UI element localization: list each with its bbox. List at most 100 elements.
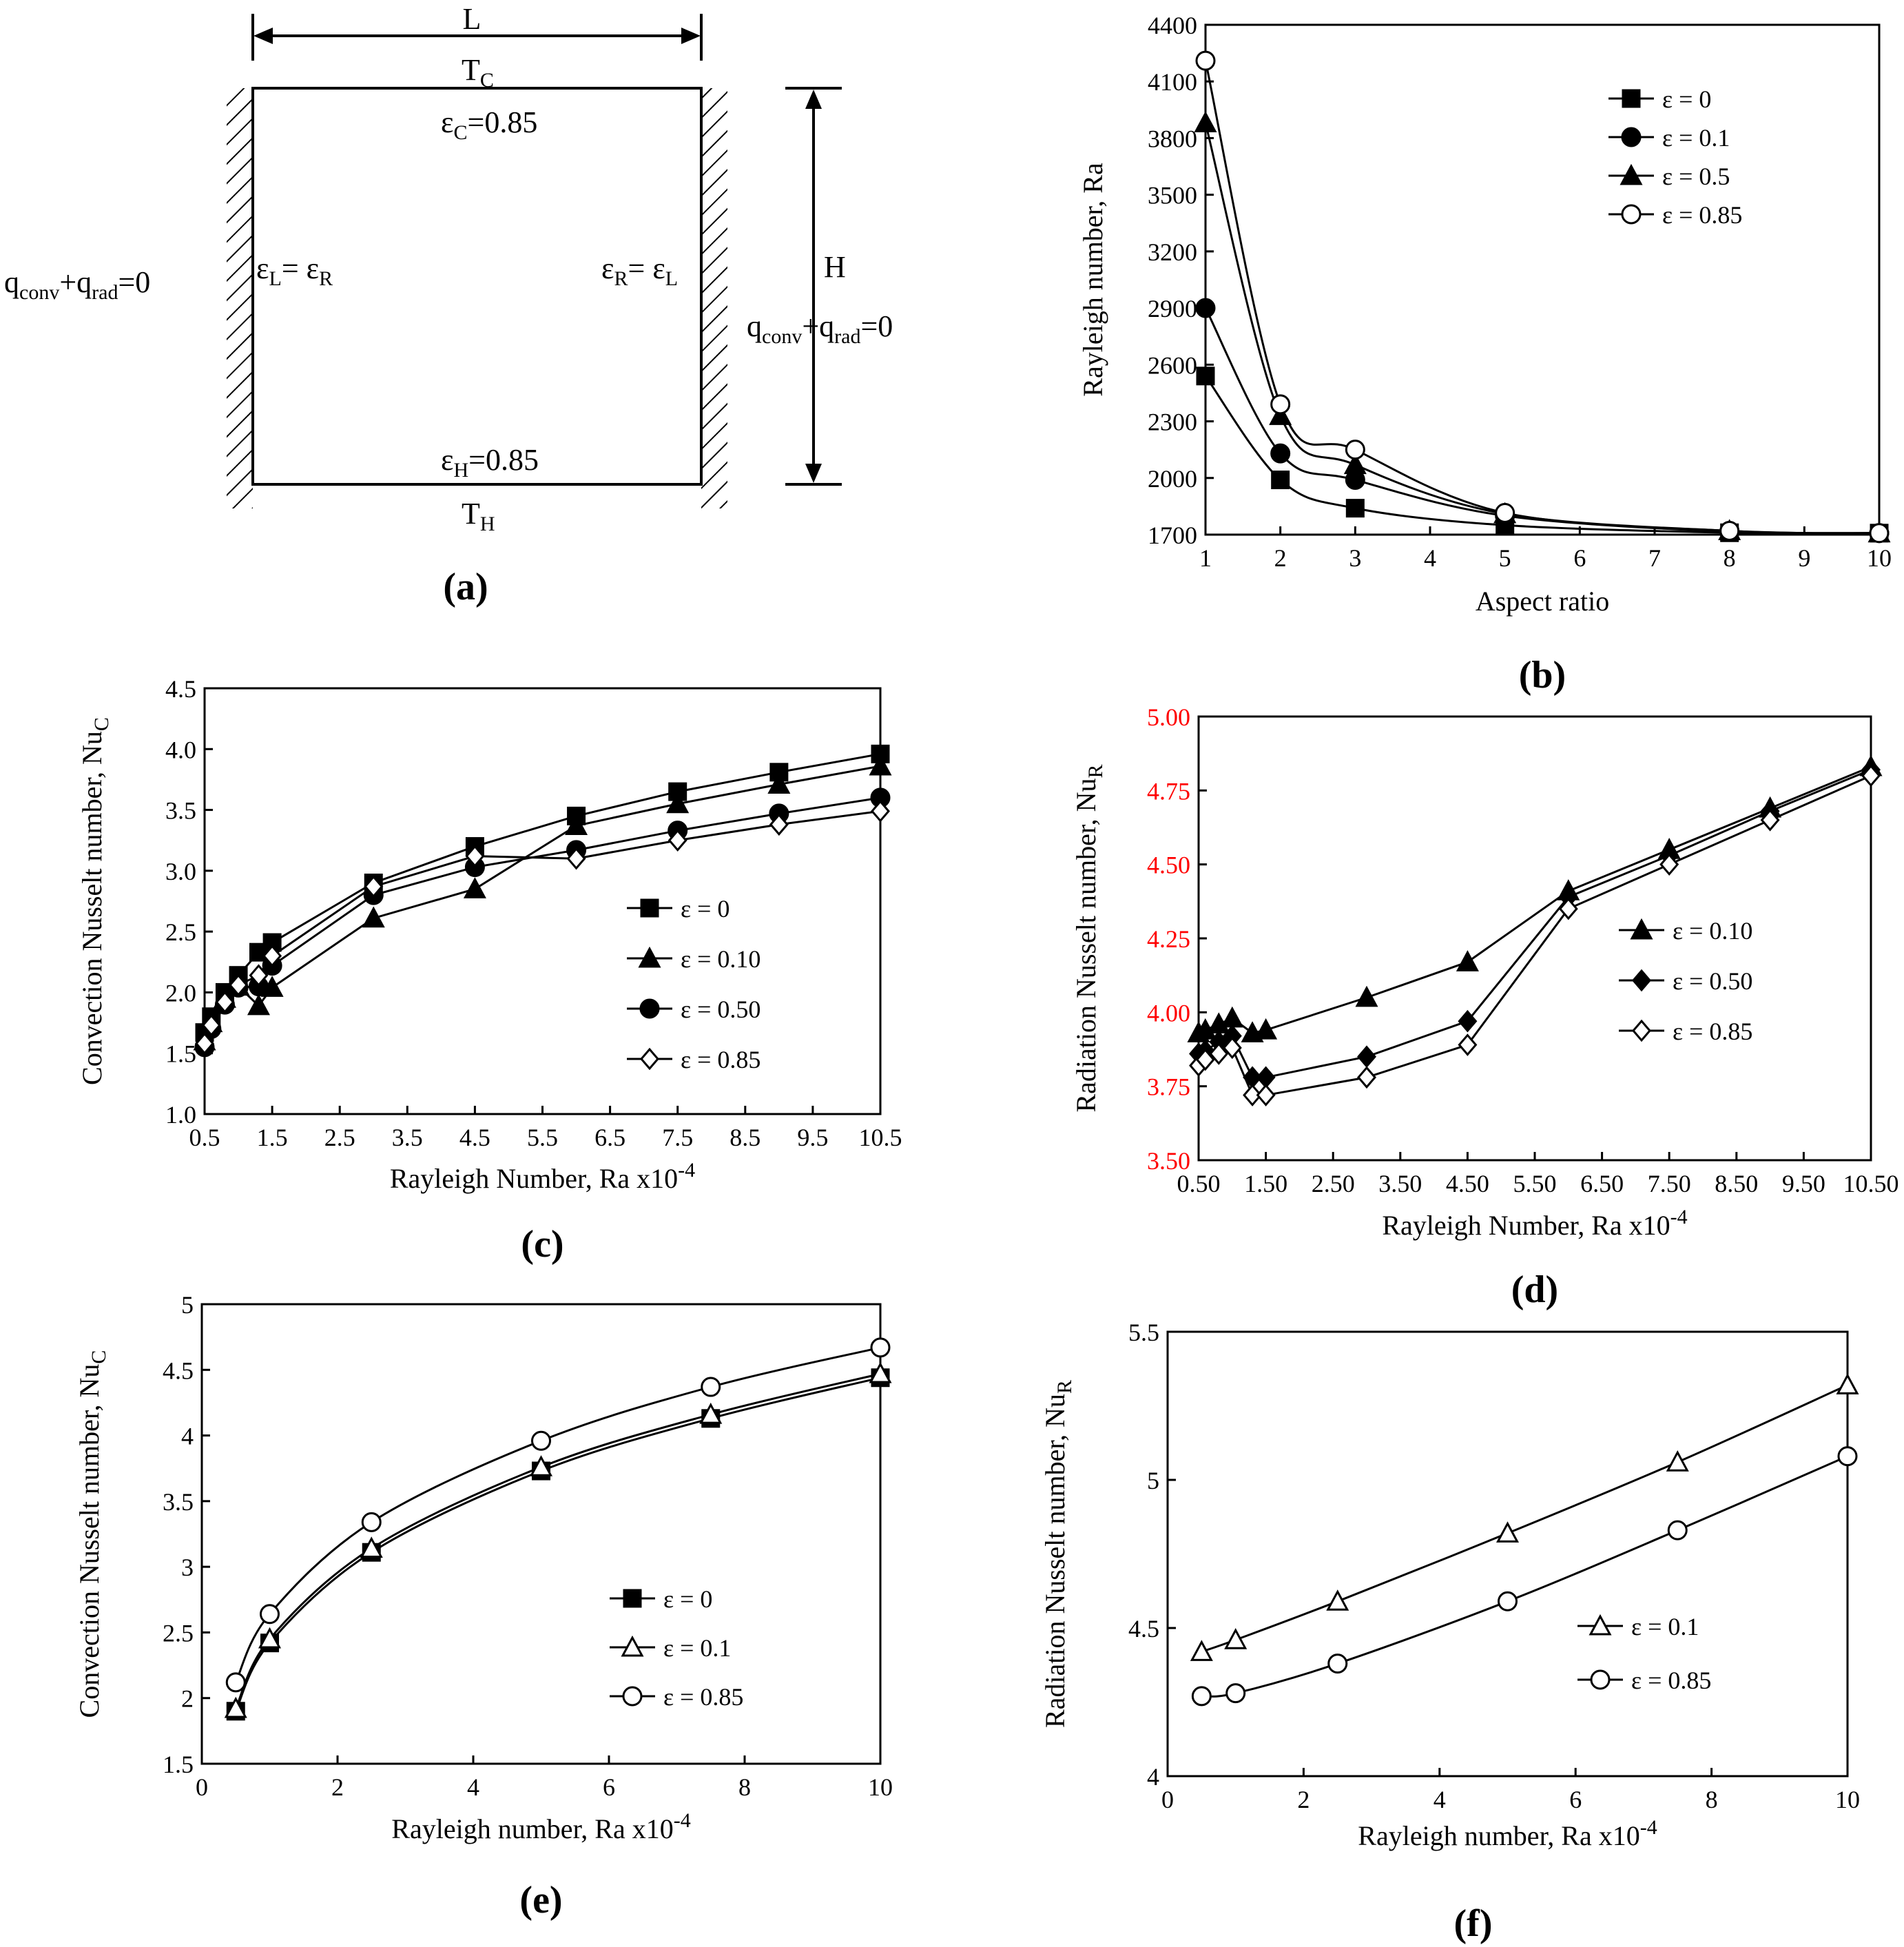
y-tick-label: 2	[181, 1685, 194, 1713]
y-axis-title: Radiation Nusselt number, NuR	[1039, 1380, 1076, 1728]
left-wall-hatch	[227, 88, 253, 508]
x-tick-label: 9.50	[1782, 1170, 1825, 1197]
y-axis-title-text: Convection Nusselt number, Nu	[74, 1364, 105, 1718]
legend-label: ε = 0.10	[681, 945, 760, 973]
y-axis-title-subscript: C	[87, 1350, 110, 1364]
data-point	[1458, 1033, 1478, 1056]
data-point	[201, 1013, 221, 1037]
legend-entry: ε = 0.85	[610, 1683, 743, 1711]
x-tick-label: 1	[1199, 544, 1212, 572]
y-axis-title-text: Radiation Nusselt number, Nu	[1070, 779, 1101, 1113]
x-axis-title: Rayleigh number, Ra x10-4	[391, 1809, 690, 1844]
legend-marker	[1621, 127, 1642, 147]
data-point	[769, 813, 789, 836]
right-emissivity: εR= εL	[601, 251, 678, 290]
legend-label: ε = 0.10	[1673, 917, 1752, 945]
x-tick-label: 2	[1297, 1786, 1310, 1813]
y-tick-label: 2000	[1148, 465, 1197, 493]
y-tick-label: 3.0	[165, 858, 196, 885]
data-point	[701, 1377, 721, 1397]
legend-entry: ε = 0.5	[1608, 163, 1730, 190]
y-tick-label: 4.5	[163, 1357, 194, 1384]
data-point	[1194, 111, 1217, 133]
y-axis-title: Convection Nusselt number, NuC	[74, 1350, 110, 1718]
series-1	[1187, 754, 1883, 1042]
data-point	[1836, 1373, 1859, 1394]
data-point	[1271, 471, 1290, 490]
x-tick-label: 3.50	[1378, 1170, 1422, 1197]
y-tick-label: 4	[181, 1423, 194, 1450]
legend-label: ε = 0.1	[1631, 1613, 1699, 1640]
series-2	[224, 1361, 892, 1718]
data-point	[1270, 394, 1291, 415]
top-emissivity: εC=0.85	[441, 105, 537, 144]
y-tick-label: 3500	[1148, 182, 1197, 209]
x-tick-label: 6	[1573, 544, 1586, 572]
enclosure-diagram: L TC εC=0.85 εH=0.85 TH εL= εR εR= εL qc…	[4, 2, 893, 608]
data-point	[362, 906, 385, 928]
x-tick-label: 0	[1161, 1786, 1174, 1813]
legend-marker	[1630, 918, 1653, 940]
plot-frame	[1166, 1330, 1849, 1778]
y-tick-label: 3.75	[1147, 1073, 1190, 1101]
chart-c: 0.5 1.5 2.5 3.5 4.5 5.5 6.5 7.5 8.5 9.5 10.5 1.0 1.5…	[76, 675, 902, 1266]
data-point	[666, 792, 690, 814]
data-point	[870, 1337, 891, 1358]
y-axis-title-text: Radiation Nusselt number, Nu	[1039, 1394, 1070, 1728]
y-tick-label: 3800	[1148, 125, 1197, 152]
y-axis-title: Radiation Nusselt number, NuR	[1070, 764, 1107, 1112]
legend-marker	[1620, 163, 1643, 185]
x-axis-title: Rayleigh Number, Ra x10-4	[1382, 1206, 1687, 1241]
chart-f: 0 2 4 6 8 10 4 4.5 5 5.5 Rayleigh number, Ra x10-4…	[1039, 1319, 1860, 1945]
x-tick-label: 4	[1434, 1786, 1446, 1813]
y-tick-label: 1700	[1148, 522, 1197, 549]
series-1	[1196, 367, 1889, 543]
panel-label-b: (b)	[1519, 654, 1566, 697]
legend-entry: ε = 0.10	[627, 945, 760, 973]
y-tick-label: 3	[181, 1554, 194, 1581]
legend-label: ε = 0.85	[663, 1683, 743, 1711]
width-label: L	[463, 2, 482, 36]
y-tick-label: 1.0	[165, 1101, 196, 1129]
x-tick-label: 2.5	[324, 1124, 355, 1151]
series-4	[195, 800, 890, 1055]
y-tick-label: 5.00	[1147, 703, 1190, 731]
x-tick-label: 4	[1424, 544, 1436, 572]
x-tick-label: 10	[868, 1773, 893, 1801]
data-point	[1222, 1036, 1242, 1060]
series-line	[1204, 60, 1880, 535]
x-tick-label: 8.50	[1715, 1170, 1758, 1197]
data-point	[1326, 1589, 1349, 1611]
legend-entry: ε = 0	[610, 1585, 712, 1613]
y-tick-label: 3.5	[165, 797, 196, 825]
top-temperature: TC	[462, 53, 494, 92]
x-tick-label: 5	[1499, 544, 1511, 572]
legend-label: ε = 0.85	[681, 1046, 760, 1073]
legend-entry: ε = 0.50	[1619, 967, 1752, 995]
x-axis-title-text: Rayleigh Number, Ra x10	[390, 1163, 678, 1194]
data-point	[1495, 502, 1515, 523]
x-axis-title-exponent: -4	[1670, 1206, 1688, 1228]
x-tick-label: 10	[1867, 544, 1892, 572]
right-boundary-condition: qconv+qrad=0	[747, 309, 893, 348]
plot-frame	[203, 687, 882, 1115]
data-point	[195, 1032, 214, 1055]
y-tick-label: 4.25	[1147, 925, 1190, 953]
y-axis-title-subscript: R	[1053, 1380, 1076, 1394]
right-wall-hatch	[701, 88, 727, 508]
data-point	[1458, 1009, 1478, 1033]
data-point	[1667, 1520, 1688, 1541]
x-tick-label: 8.5	[729, 1124, 760, 1151]
data-point	[463, 877, 486, 898]
legend-label: ε = 0.85	[1662, 201, 1742, 229]
y-tick-label: 3.5	[163, 1488, 194, 1516]
data-point	[1760, 808, 1780, 832]
data-point	[699, 1402, 723, 1424]
y-tick-label: 2600	[1148, 351, 1197, 379]
y-tick-label: 4.0	[165, 736, 196, 763]
data-point	[1195, 50, 1216, 71]
series-3	[194, 787, 891, 1058]
data-point	[1355, 985, 1378, 1007]
data-point	[1869, 523, 1890, 544]
